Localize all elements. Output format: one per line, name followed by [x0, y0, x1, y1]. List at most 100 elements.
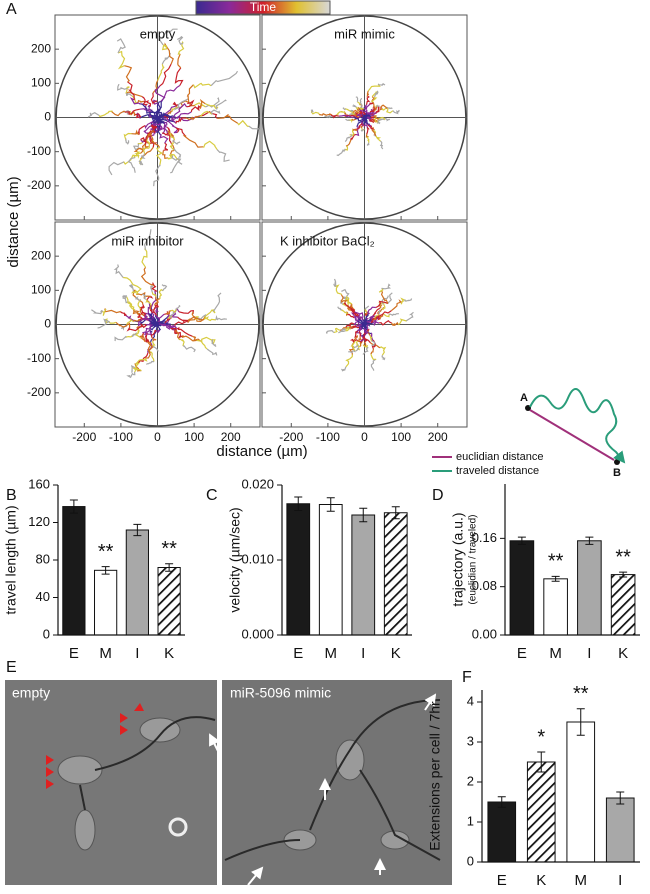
track — [248, 125, 260, 130]
track — [216, 149, 230, 163]
track — [369, 111, 375, 116]
track — [182, 135, 204, 148]
track — [135, 296, 142, 301]
x-tick-label: E — [517, 645, 527, 662]
y-tick-label: 0.000 — [241, 626, 274, 641]
error-bar — [497, 796, 506, 808]
track — [137, 313, 144, 320]
x-tick-label: 200 — [221, 430, 241, 444]
track — [205, 103, 219, 110]
track — [343, 301, 355, 313]
axis — [481, 690, 640, 863]
bar — [566, 721, 596, 863]
track — [333, 278, 337, 287]
track — [149, 285, 154, 293]
x-tick-label: K — [391, 645, 401, 662]
track — [97, 318, 111, 329]
track — [185, 114, 202, 121]
track — [174, 304, 181, 310]
track — [200, 110, 213, 117]
track — [350, 311, 360, 319]
track — [143, 229, 152, 250]
track — [201, 336, 216, 345]
y-tick-label: 0 — [43, 626, 50, 641]
track — [134, 357, 148, 368]
track — [374, 313, 380, 318]
track — [360, 116, 366, 119]
track — [167, 110, 173, 115]
bar — [526, 761, 556, 863]
track — [159, 63, 172, 87]
track — [164, 42, 174, 65]
bar — [605, 797, 635, 863]
track — [373, 115, 380, 120]
track — [366, 330, 371, 337]
track — [341, 309, 348, 315]
track — [163, 142, 169, 151]
track — [166, 324, 177, 331]
track — [156, 147, 163, 167]
track — [163, 121, 168, 128]
track — [345, 326, 350, 331]
bar — [94, 569, 118, 636]
track — [175, 117, 187, 124]
track — [131, 129, 140, 136]
track — [173, 147, 182, 158]
track — [125, 333, 142, 339]
track — [137, 139, 146, 145]
track — [355, 96, 359, 102]
track — [362, 342, 367, 347]
track — [140, 153, 146, 160]
x-tick-label: -200 — [279, 430, 303, 444]
track — [364, 305, 370, 310]
y-axis-label: travel length (µm) — [3, 505, 19, 614]
track — [98, 110, 113, 118]
track — [91, 309, 103, 315]
track — [199, 98, 206, 109]
error-bar — [326, 497, 335, 512]
track — [163, 84, 181, 98]
track — [363, 321, 368, 325]
track — [379, 346, 387, 356]
track — [145, 130, 155, 141]
track — [170, 111, 192, 121]
track — [142, 140, 151, 154]
track — [126, 371, 136, 379]
y-tick-label: 4 — [467, 693, 474, 708]
x-tick-label: M — [99, 645, 112, 662]
error-bar — [165, 563, 174, 572]
significance: ** — [615, 546, 631, 568]
y-tick-label: -200 — [27, 178, 51, 192]
track — [344, 296, 353, 305]
track — [362, 114, 365, 119]
track — [171, 102, 188, 123]
track — [354, 123, 363, 131]
track — [154, 100, 161, 118]
track — [370, 96, 378, 103]
track — [370, 359, 376, 371]
track — [154, 329, 161, 335]
y-tick-label: 0.00 — [472, 626, 497, 641]
track — [167, 133, 172, 144]
track — [370, 320, 380, 326]
bar — [509, 540, 535, 636]
track — [202, 140, 218, 150]
track — [373, 106, 378, 112]
bar — [543, 578, 568, 636]
track — [110, 110, 126, 117]
track — [176, 326, 193, 337]
track — [381, 107, 388, 111]
track — [137, 352, 149, 364]
x-tick-label: M — [575, 872, 588, 889]
track — [341, 366, 347, 372]
track — [350, 133, 357, 141]
x-tick-label: 100 — [391, 430, 411, 444]
track-plot — [55, 222, 260, 427]
track — [210, 70, 239, 87]
track — [345, 354, 353, 368]
traveled-path — [529, 388, 626, 464]
track — [366, 320, 372, 323]
track — [166, 126, 171, 133]
track — [113, 264, 124, 278]
y-tick-label: 0.08 — [472, 578, 497, 593]
